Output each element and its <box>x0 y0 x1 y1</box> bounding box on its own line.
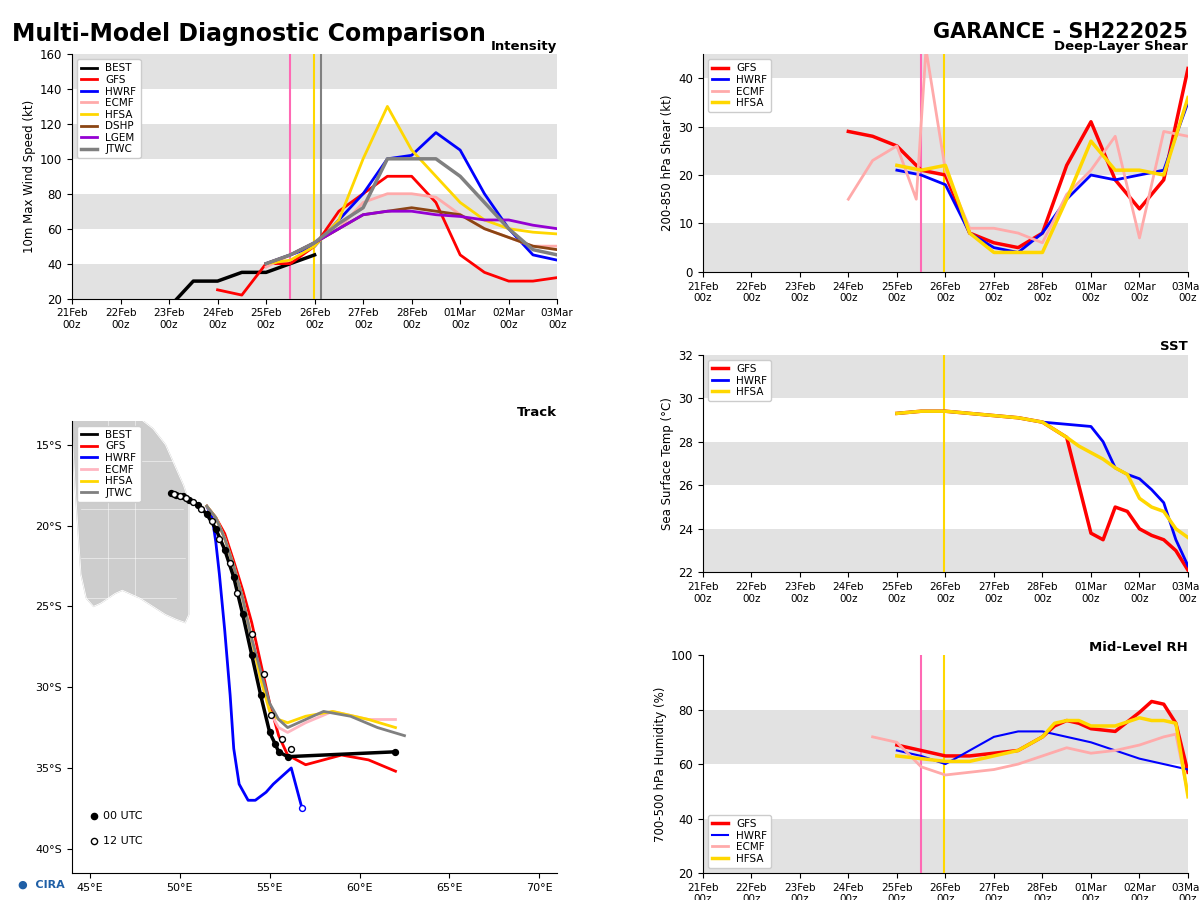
Point <box>161 486 180 500</box>
Bar <box>703 442 1188 485</box>
Bar <box>703 355 1188 398</box>
Y-axis label: 200-850 hPa Shear (kt): 200-850 hPa Shear (kt) <box>661 94 674 231</box>
Text: 00 UTC: 00 UTC <box>102 812 142 822</box>
Point <box>265 736 284 751</box>
Point <box>176 491 196 505</box>
Text: Intensity: Intensity <box>491 40 557 53</box>
Legend: BEST, GFS, HWRF, ECMF, HFSA, DSHP, LGEM, JTWC: BEST, GFS, HWRF, ECMF, HFSA, DSHP, LGEM,… <box>77 59 140 158</box>
Point <box>221 555 240 570</box>
Point <box>293 801 312 815</box>
Point <box>167 488 186 502</box>
Text: Deep-Layer Shear: Deep-Layer Shear <box>1054 40 1188 53</box>
Text: Mid-Level RH: Mid-Level RH <box>1090 641 1188 654</box>
Bar <box>703 223 1188 272</box>
Point <box>184 495 203 509</box>
Point <box>84 809 103 824</box>
Point <box>206 522 226 536</box>
Point <box>251 688 270 703</box>
Bar <box>703 818 1188 873</box>
Bar <box>703 529 1188 572</box>
Point <box>282 742 301 756</box>
Point <box>269 744 288 759</box>
Point <box>242 648 262 662</box>
Point <box>272 732 292 746</box>
Point <box>386 744 406 759</box>
Legend: GFS, HWRF, HFSA: GFS, HWRF, HFSA <box>708 360 772 401</box>
Point <box>228 586 247 600</box>
Legend: GFS, HWRF, ECMF, HFSA: GFS, HWRF, ECMF, HFSA <box>708 814 772 868</box>
Text: SST: SST <box>1160 340 1188 354</box>
Point <box>278 750 298 764</box>
Point <box>242 626 262 641</box>
Point <box>174 490 193 504</box>
Point <box>188 498 208 512</box>
Text: Multi-Model Diagnostic Comparison: Multi-Model Diagnostic Comparison <box>12 22 486 47</box>
Y-axis label: 10m Max Wind Speed (kt): 10m Max Wind Speed (kt) <box>23 100 36 253</box>
Point <box>192 501 211 516</box>
Bar <box>72 194 557 229</box>
Text: Track: Track <box>517 407 557 419</box>
Point <box>215 543 234 557</box>
Legend: BEST, GFS, HWRF, ECMF, HFSA, JTWC: BEST, GFS, HWRF, ECMF, HFSA, JTWC <box>77 426 140 502</box>
Point <box>210 531 229 545</box>
Point <box>84 833 103 848</box>
Point <box>254 667 274 681</box>
Point <box>262 707 281 722</box>
Polygon shape <box>72 396 188 623</box>
Text: ●  CIRA: ● CIRA <box>18 879 65 889</box>
Bar <box>72 54 557 89</box>
Bar <box>72 124 557 158</box>
Bar <box>72 264 557 299</box>
Point <box>260 725 280 740</box>
Bar <box>703 54 1188 78</box>
Bar <box>703 709 1188 764</box>
Y-axis label: Sea Surface Temp (°C): Sea Surface Temp (°C) <box>661 397 674 530</box>
Point <box>170 489 190 503</box>
Point <box>197 507 216 521</box>
Text: 12 UTC: 12 UTC <box>102 836 142 846</box>
Y-axis label: 700-500 hPa Humidity (%): 700-500 hPa Humidity (%) <box>654 687 667 842</box>
Point <box>164 487 184 501</box>
Bar <box>703 127 1188 175</box>
Text: GARANCE - SH222025: GARANCE - SH222025 <box>934 22 1188 42</box>
Point <box>233 608 252 622</box>
Point <box>203 514 222 528</box>
Point <box>179 492 198 507</box>
Legend: GFS, HWRF, ECMF, HFSA: GFS, HWRF, ECMF, HFSA <box>708 59 772 112</box>
Point <box>224 570 244 584</box>
